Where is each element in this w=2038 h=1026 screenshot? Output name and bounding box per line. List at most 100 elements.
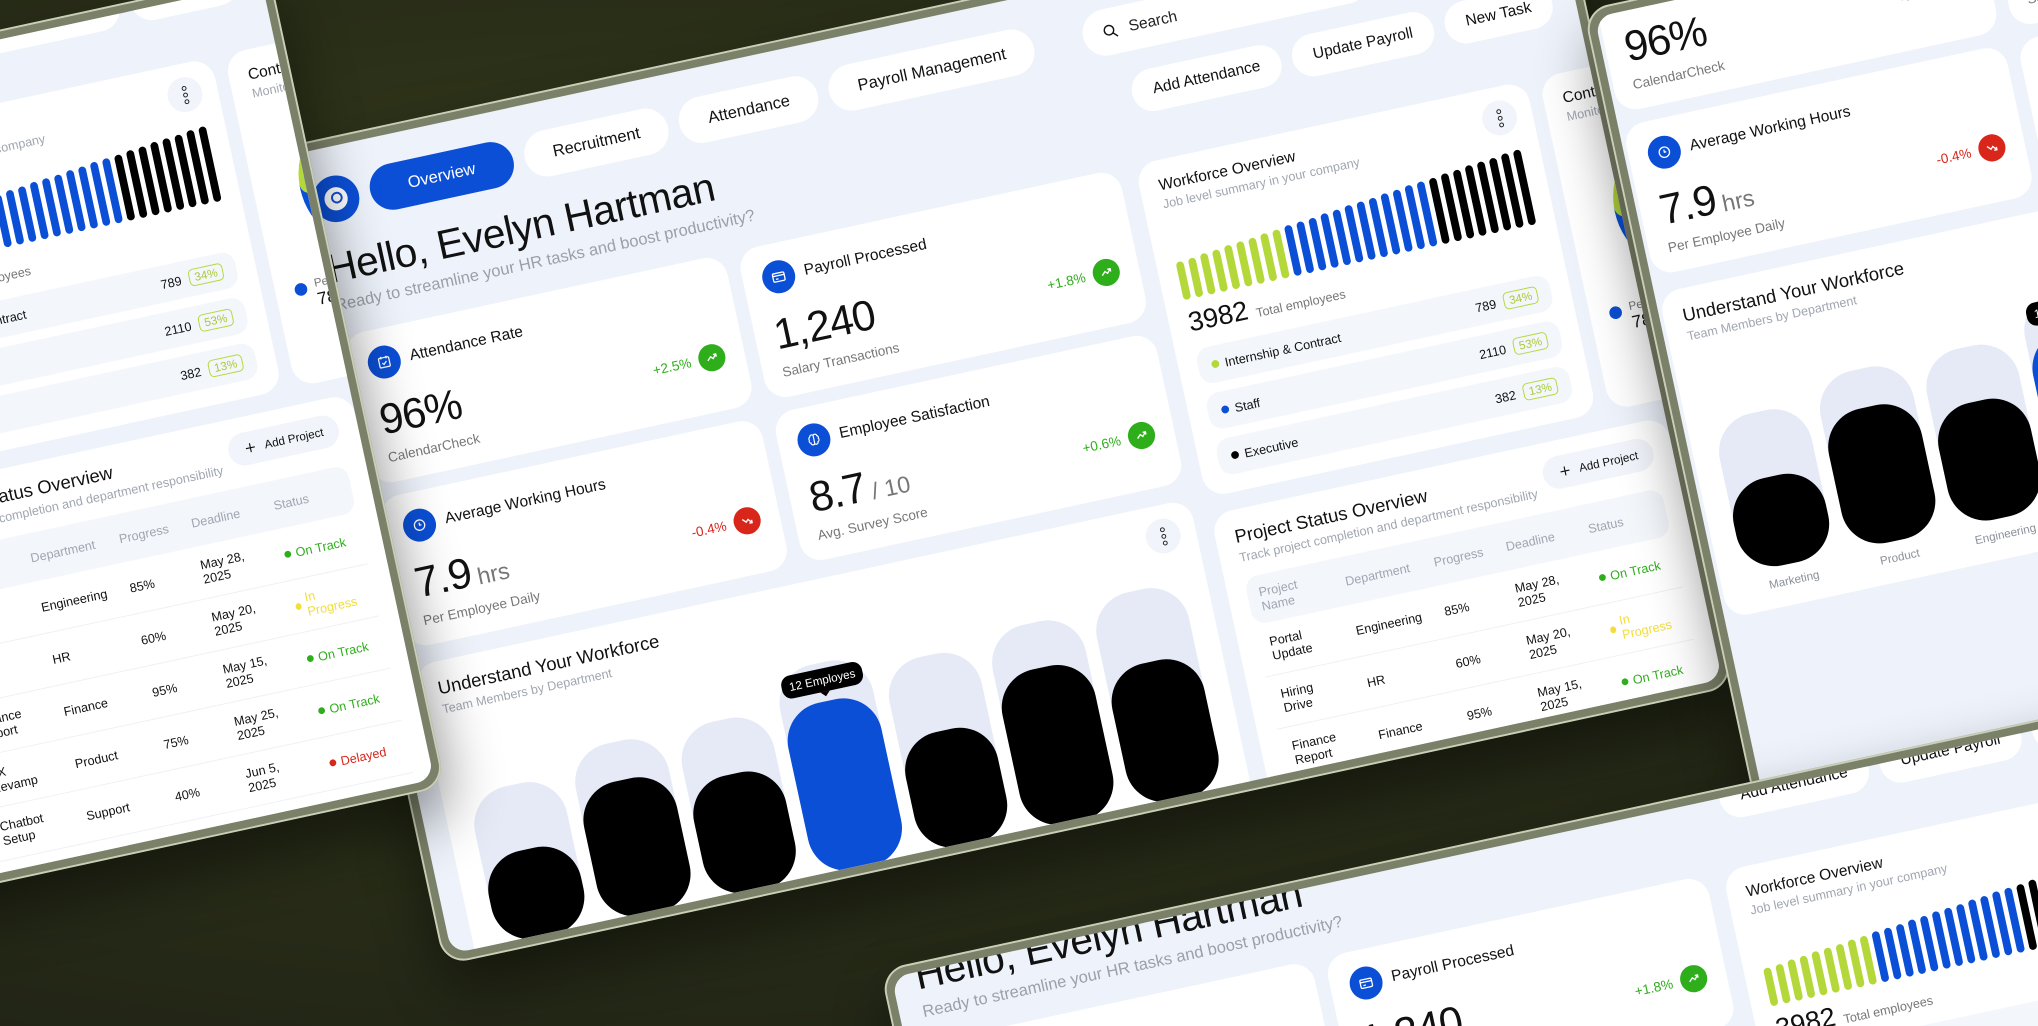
left-column: Attendance Rate 96% +2.5% CalendarCheck … bbox=[342, 168, 1278, 954]
search-input[interactable]: Search bbox=[1078, 0, 1373, 60]
bar-tooltip: 12 Employes bbox=[2024, 287, 2038, 328]
bar-label: HR bbox=[856, 875, 876, 893]
bar-fill bbox=[576, 770, 698, 924]
legend-dot bbox=[1220, 404, 1230, 415]
status-badge: On Track bbox=[1597, 556, 1667, 585]
bar-label: Operations bbox=[1048, 825, 1107, 852]
bar-fill bbox=[897, 720, 1015, 856]
more-vertical-icon bbox=[1158, 526, 1168, 547]
kpi-card-payroll-processed: Payroll Processed 1,240 +1.8% Salary Tra… bbox=[736, 168, 1150, 401]
bar-track bbox=[1711, 401, 1837, 574]
bar-fill bbox=[685, 763, 804, 901]
top-nav: Overview Recruitment Attendance Payroll … bbox=[307, 0, 1545, 234]
logo-icon bbox=[322, 184, 350, 213]
bar-track bbox=[1918, 337, 2038, 528]
bar-track bbox=[466, 774, 593, 947]
status-badge: Delayed bbox=[328, 742, 398, 771]
new-task-button[interactable]: New Task bbox=[1440, 0, 1557, 48]
bar-label: Finance bbox=[950, 850, 994, 873]
trend-up-icon bbox=[1090, 256, 1123, 289]
calendar-check-icon bbox=[1609, 0, 1649, 9]
kpi-delta: -0.4% bbox=[1934, 131, 2009, 173]
add-project-button[interactable]: Add Project bbox=[225, 412, 343, 469]
more-vertical-icon bbox=[1495, 107, 1504, 128]
bar-label: Marketing bbox=[522, 940, 576, 954]
tab-overview[interactable]: Overview bbox=[365, 137, 519, 215]
legend-dot bbox=[1230, 450, 1240, 460]
search-placeholder: Search bbox=[1127, 8, 1179, 35]
cell-status: On Track bbox=[1615, 691, 1717, 763]
search-icon bbox=[1691, 730, 1707, 743]
legend-dot bbox=[1210, 359, 1220, 369]
dashboard-grid: Attendance Rate 96% +2.5% CalendarCheck … bbox=[929, 778, 2038, 1026]
clock-icon bbox=[399, 505, 440, 545]
more-options-button[interactable] bbox=[413, 19, 435, 62]
kpi-subtitle: Salary Transactions bbox=[2026, 0, 2038, 7]
new-task-button[interactable]: New Task bbox=[125, 0, 243, 25]
tab-recruitment[interactable]: Recruitment bbox=[519, 104, 674, 181]
project-status-card: Add Project Project Status Overview Trac… bbox=[0, 393, 435, 885]
kpi-card-average-working-hours: Average Working Hours 7.9hrs -0.4% Per E… bbox=[377, 417, 791, 650]
bar-label: Engineering bbox=[1973, 520, 2038, 548]
bar-fill bbox=[480, 838, 593, 947]
cell-progress: 75% bbox=[1461, 728, 1545, 797]
status-badge: On Track bbox=[1620, 661, 1690, 690]
kpi-title: Payroll Processed bbox=[802, 236, 929, 279]
kpi-value: 1,240 bbox=[1357, 997, 1467, 1026]
add-project-button[interactable]: Add Project bbox=[1539, 435, 1657, 492]
kpi-value: 96% bbox=[1619, 7, 1711, 72]
status-badge: On Track bbox=[317, 689, 387, 718]
bar-tooltip: 12 Employes bbox=[779, 660, 866, 701]
status-badge: On Track bbox=[305, 637, 375, 666]
kpi-grid: Attendance Rate 96% +2.5% CalendarCheck … bbox=[342, 168, 1186, 650]
kpi-card-average-working-hours: Average Working Hours 7.9hrs -0.4% Per E… bbox=[1622, 44, 2036, 277]
project-status-card: Add Project Project Status Overview Trac… bbox=[1210, 416, 1723, 908]
department-bar-chart: Marketing Product Engineering 12 Employes HR… bbox=[448, 574, 1237, 954]
plus-icon bbox=[1560, 466, 1570, 476]
app-logo[interactable] bbox=[895, 877, 952, 933]
credit-card-icon bbox=[1346, 963, 1386, 1003]
more-vertical-icon bbox=[430, 30, 435, 51]
card-title: Contract Overview bbox=[246, 40, 375, 84]
screen: Overview Recruitment Attendance Payroll … bbox=[1594, 0, 2038, 814]
bar-track bbox=[1813, 359, 1943, 551]
bar-fill bbox=[1821, 397, 1943, 551]
hr-dashboard: Overview Recruitment Attendance Payroll … bbox=[1594, 0, 2038, 714]
kpi-card-payroll-processed: Payroll Processed 1,240 +1.8% Salary Tra… bbox=[1323, 874, 1738, 1026]
bar-label: Support bbox=[1161, 804, 1205, 827]
bar-marketing[interactable]: Marketing bbox=[1711, 401, 1842, 596]
search-icon bbox=[1103, 24, 1119, 37]
bar-fill bbox=[1725, 465, 1837, 574]
bar-track bbox=[674, 710, 804, 901]
device-frame-right: Overview Recruitment Attendance Payroll … bbox=[1583, 0, 2038, 826]
update-payroll-button[interactable]: Update Payroll bbox=[0, 0, 124, 58]
tab-overview[interactable]: Overview bbox=[952, 843, 1106, 921]
status-badge: On Track bbox=[283, 533, 353, 562]
bar-marketing[interactable]: Marketing bbox=[466, 774, 597, 954]
bar-track bbox=[568, 732, 698, 924]
dashboard-grid: Attendance Rate 96% +2.5% CalendarCheck … bbox=[1594, 0, 2038, 706]
logo-icon bbox=[909, 891, 938, 919]
cell-department: Product bbox=[1372, 744, 1473, 816]
bar-label: Product bbox=[1878, 545, 1921, 568]
trend-up-icon bbox=[695, 341, 729, 374]
status-badge: Delayed bbox=[1642, 765, 1712, 794]
cell-name: UX Revamp bbox=[1287, 763, 1384, 834]
tab-recruitment[interactable]: Recruitment bbox=[1107, 810, 1261, 888]
trend-up-icon bbox=[1940, 0, 1973, 1]
kpi-title: Average Working Hours bbox=[443, 476, 608, 528]
trend-up-icon bbox=[1125, 419, 1158, 452]
bar-label: Engineering bbox=[728, 893, 793, 921]
kpi-delta: +0.6% bbox=[1080, 419, 1158, 461]
kpi-delta: +1.8% bbox=[1632, 962, 1710, 1005]
kpi-delta: -0.4% bbox=[689, 504, 764, 546]
kpi-title: Employee Satisfaction bbox=[837, 393, 992, 442]
bar-fill: 12 Employes bbox=[779, 660, 910, 878]
left-column: Attendance Rate 96% +2.5% CalendarCheck … bbox=[1594, 0, 2038, 706]
tab-attendance[interactable]: Attendance bbox=[674, 71, 824, 148]
credit-card-icon bbox=[759, 257, 799, 297]
kpi-card-attendance-rate: Attendance Rate 96% +2.5% CalendarCheck bbox=[342, 254, 756, 487]
tab-attendance[interactable]: Attendance bbox=[1262, 778, 1411, 854]
project-table: Project Name Department Progress Deadlin… bbox=[0, 464, 413, 863]
kpi-delta: +1.8% bbox=[1045, 256, 1123, 298]
